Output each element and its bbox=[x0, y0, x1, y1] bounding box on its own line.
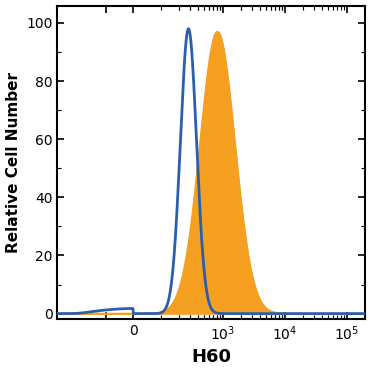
Y-axis label: Relative Cell Number: Relative Cell Number bbox=[6, 72, 20, 253]
X-axis label: H60: H60 bbox=[191, 349, 232, 366]
